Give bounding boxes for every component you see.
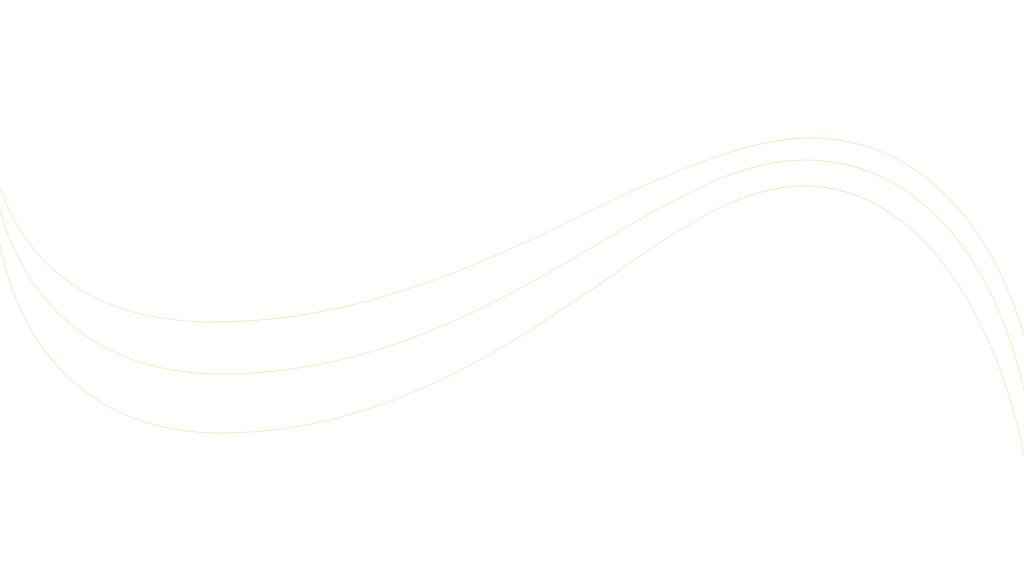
wave-line-bottom	[0, 185, 1024, 456]
wave-line-top	[0, 137, 1024, 336]
wave-line-middle	[0, 159, 1024, 391]
